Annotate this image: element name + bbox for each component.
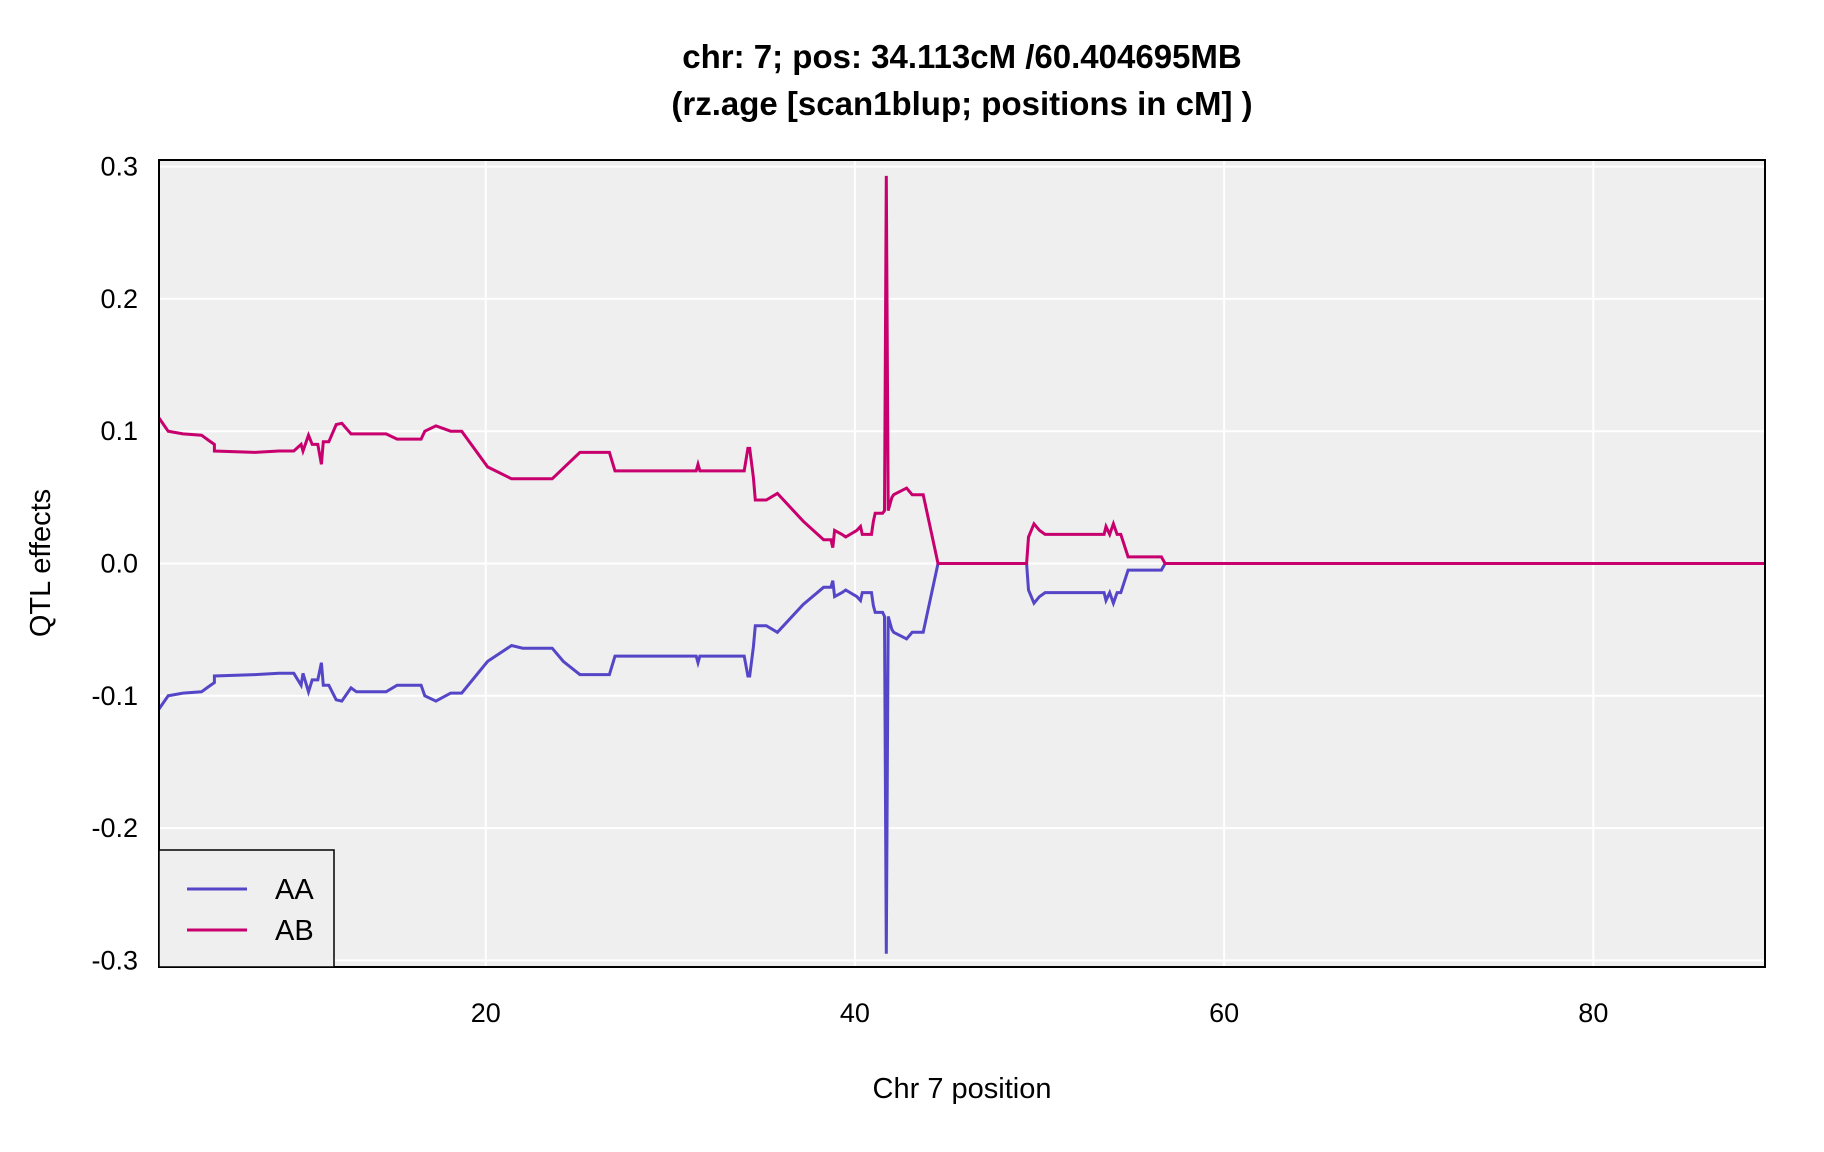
x-tick-label: 80 — [1578, 998, 1608, 1028]
chart-subtitle: (rz.age [scan1blup; positions in cM] ) — [671, 85, 1252, 122]
y-tick-label: -0.3 — [91, 945, 138, 975]
y-tick-label: 0.2 — [100, 284, 138, 314]
y-tick-label: -0.2 — [91, 813, 138, 843]
legend-label-ab: AB — [275, 915, 314, 947]
x-axis-label: Chr 7 position — [873, 1073, 1052, 1105]
series-line-ab — [157, 175, 1765, 565]
y-tick-label: 0.0 — [100, 549, 138, 579]
legend: AA AB — [158, 849, 335, 968]
chart-title: chr: 7; pos: 34.113cM /60.404695MB — [682, 38, 1241, 75]
legend-label-aa: AA — [275, 874, 314, 906]
x-tick-label: 40 — [840, 998, 870, 1028]
y-axis-label: QTL effects — [25, 489, 57, 637]
x-tick-label: 60 — [1209, 998, 1239, 1028]
series-layer — [157, 175, 1765, 954]
y-tick-label: 0.3 — [100, 152, 138, 182]
plot-frame — [158, 159, 1766, 968]
legend-box — [158, 849, 335, 968]
y-tick-label: -0.1 — [91, 681, 138, 711]
x-axis-ticks: 20 40 60 80 — [471, 998, 1609, 1028]
y-tick-label: 0.1 — [100, 416, 138, 446]
x-tick-label: 20 — [471, 998, 501, 1028]
y-axis-ticks: 0.3 0.2 0.1 0.0 -0.1 -0.2 -0.3 — [91, 152, 138, 976]
